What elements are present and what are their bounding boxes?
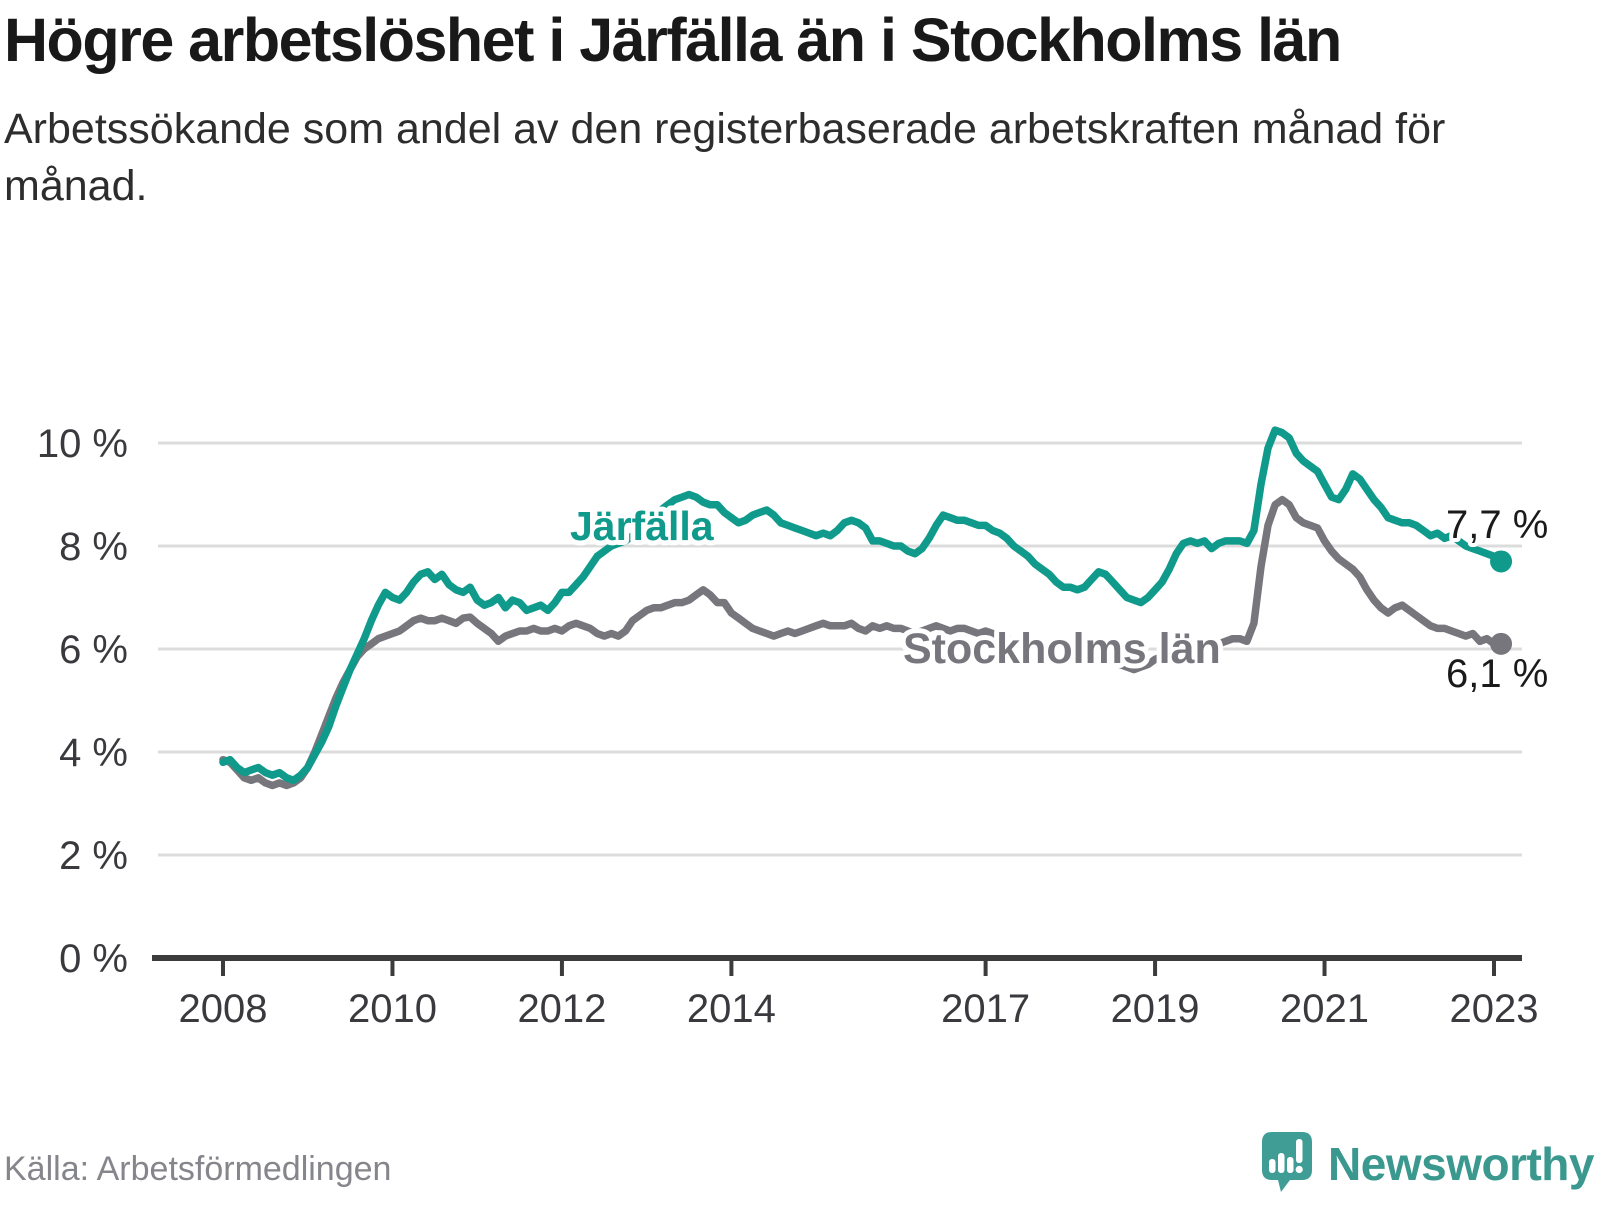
x-tick-label-2023: 2023 <box>1450 987 1539 1031</box>
stockholms-lan-end-dot <box>1490 632 1513 655</box>
newsworthy-brand: Newsworthy <box>1260 1128 1594 1200</box>
x-tick-label-2017: 2017 <box>941 987 1030 1031</box>
page-subtitle: Arbetssökande som andel av den registerb… <box>4 105 1446 211</box>
newsworthy-wordmark: Newsworthy <box>1328 1138 1594 1190</box>
y-axis-label-4: 4 % <box>59 731 128 775</box>
y-axis-label-2: 2 % <box>59 834 128 878</box>
x-tick-label-2008: 2008 <box>179 987 268 1031</box>
x-tick-label-2010: 2010 <box>348 987 437 1031</box>
footer: Källa: Arbetsförmedlingen Newsworthy <box>0 1128 1600 1200</box>
jarfalla-end-value-label: 7,7 % <box>1446 503 1548 547</box>
x-tick-label-2019: 2019 <box>1111 987 1200 1031</box>
stockholms-lan-line <box>219 495 1505 790</box>
y-axis-label-0: 0 % <box>59 937 128 981</box>
y-axis-label-10: 10 % <box>37 422 128 466</box>
y-axis-label-6: 6 % <box>59 628 128 672</box>
y-axis-label-8: 8 % <box>59 525 128 569</box>
header: Högre arbetslöshet i Järfälla än i Stock… <box>4 2 1564 215</box>
jarfalla-series-label: Järfälla <box>570 503 715 549</box>
x-tick-label-2021: 2021 <box>1280 987 1369 1031</box>
x-tick-label-2014: 2014 <box>687 987 776 1031</box>
stockholms-lan-series-label: Stockholms län <box>903 625 1221 673</box>
x-tick-label-2012: 2012 <box>517 987 606 1031</box>
source-note: Källa: Arbetsförmedlingen <box>4 1150 392 1188</box>
jarfalla-line <box>219 426 1505 785</box>
page-title: Högre arbetslöshet i Järfälla än i Stock… <box>4 6 1342 74</box>
newsworthy-logo-icon <box>1260 1130 1314 1199</box>
jarfalla-end-dot <box>1490 550 1513 573</box>
stockholms-lan-end-value-label: 6,1 % <box>1446 652 1548 696</box>
